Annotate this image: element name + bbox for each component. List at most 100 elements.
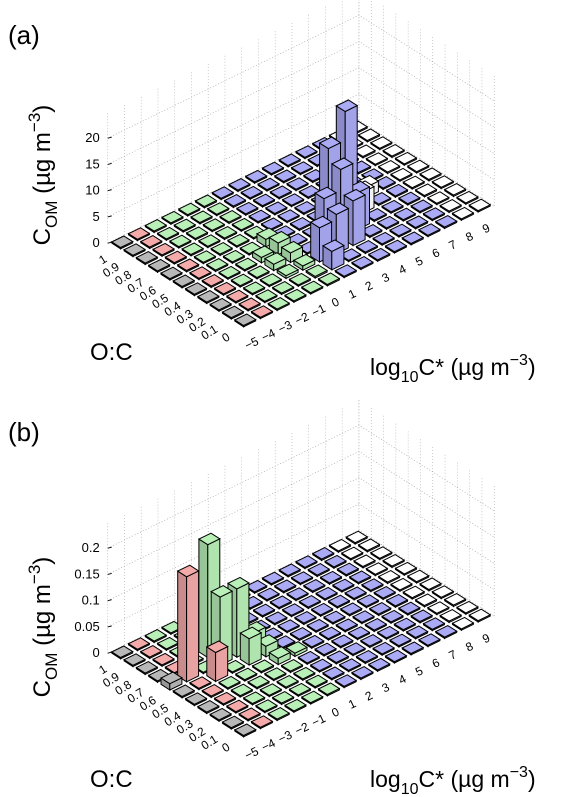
floor-tile [184, 692, 208, 707]
floor-tile [127, 227, 151, 242]
bar-face-top [173, 218, 197, 232]
floor-tile [426, 191, 450, 206]
floor-tile [385, 183, 409, 199]
bar [263, 252, 287, 272]
x-axis-label-close: ) [528, 766, 536, 792]
floor-tile [110, 235, 134, 250]
x-tick-label: 4 [396, 262, 408, 278]
floor-tile [110, 645, 134, 660]
floor-tile [227, 178, 251, 193]
bar-face-top [196, 700, 220, 713]
bar-face-top [414, 593, 438, 607]
bar-face-top [240, 185, 264, 199]
floor-tile [369, 136, 393, 151]
floor-tile [451, 616, 475, 632]
bar-face-top [160, 210, 184, 224]
floor-tile [202, 218, 226, 233]
floor-tile [388, 223, 412, 238]
floor-tile [286, 177, 310, 192]
floor-tile [328, 538, 352, 554]
floor-tile [273, 579, 297, 594]
floor-tile [434, 625, 458, 640]
z-tick [107, 546, 112, 549]
floor-tile [213, 691, 237, 707]
floor-tile [226, 233, 250, 249]
floor-tile [297, 650, 321, 666]
bar-face-top [190, 210, 214, 224]
floor-tile [357, 538, 381, 553]
bar-face-top [405, 625, 429, 639]
floor-tile [376, 215, 400, 231]
bar-face-top [209, 297, 233, 311]
floor-tile [234, 257, 258, 272]
bar-face-top [300, 280, 324, 294]
floor-tile [213, 281, 237, 297]
z-tick [107, 599, 112, 602]
z-axis-label-main: C [29, 680, 56, 697]
bar-face-top [159, 671, 183, 685]
bar-face-top [376, 215, 400, 229]
bar-face-top [267, 707, 291, 720]
bar-face-top [273, 169, 297, 183]
floor-tile [397, 191, 421, 206]
bar-face-top [455, 190, 479, 204]
floor-tile [402, 585, 426, 600]
bar-face-top [426, 601, 450, 614]
floor-tile [267, 297, 291, 312]
floor-tile [367, 247, 391, 263]
floor-tile [300, 280, 324, 295]
floor-tile [443, 183, 467, 198]
floor-tile [278, 153, 302, 168]
floor-tile [334, 674, 358, 689]
x-axis-label-main: log [370, 766, 401, 792]
bar-face-top [283, 698, 307, 712]
bar [305, 264, 329, 279]
bar-face-top [355, 650, 379, 663]
bar-face-top [406, 159, 430, 173]
bar-face-top [181, 242, 205, 256]
bar-face-top [196, 290, 220, 303]
bar-face-top [144, 629, 168, 642]
x-tick-label: −5 [242, 744, 261, 763]
bar-face-top [410, 609, 434, 623]
floor-tile [369, 546, 393, 561]
bar-face-top [185, 226, 209, 240]
floor-tile [144, 629, 168, 644]
floor-tile [300, 690, 324, 705]
bar-face-top [367, 657, 391, 671]
x-axis-label-main: log [370, 354, 401, 380]
floor-tile [468, 608, 492, 623]
floor-tile [233, 723, 257, 738]
bar-face-top [294, 145, 318, 158]
floor-tile [190, 210, 214, 225]
floor-tile [353, 554, 377, 569]
floor-tile [292, 666, 316, 682]
bar-face-top [377, 570, 401, 583]
bar-face-top [455, 600, 479, 614]
bar-face-top [261, 571, 285, 585]
floor-tile [357, 128, 381, 143]
floor-tile [417, 633, 441, 648]
floor-tile [340, 546, 364, 561]
bar-face-top [135, 251, 159, 264]
bar-face-top [334, 264, 358, 277]
x-tick-label: 5 [413, 663, 425, 679]
bar-face-top [365, 562, 389, 575]
bar-face-top [306, 618, 330, 632]
x-tick-label: −4 [259, 736, 278, 755]
bar [292, 253, 316, 272]
floor-tile [201, 274, 225, 289]
x-axis-label-sub: 10 [401, 369, 419, 386]
floor-tile [159, 266, 183, 281]
bar-face-top [373, 586, 397, 599]
bar-face-top [297, 650, 321, 664]
floor-tile [231, 217, 255, 233]
bar-face-top [139, 645, 163, 658]
bar-face-top [264, 611, 288, 625]
bar-face-top [226, 576, 250, 590]
bar-face-top [281, 193, 305, 206]
floor-tile [197, 234, 221, 249]
bar-face-top [451, 206, 475, 220]
floor-tile [176, 258, 200, 273]
floor-tile [123, 653, 147, 668]
